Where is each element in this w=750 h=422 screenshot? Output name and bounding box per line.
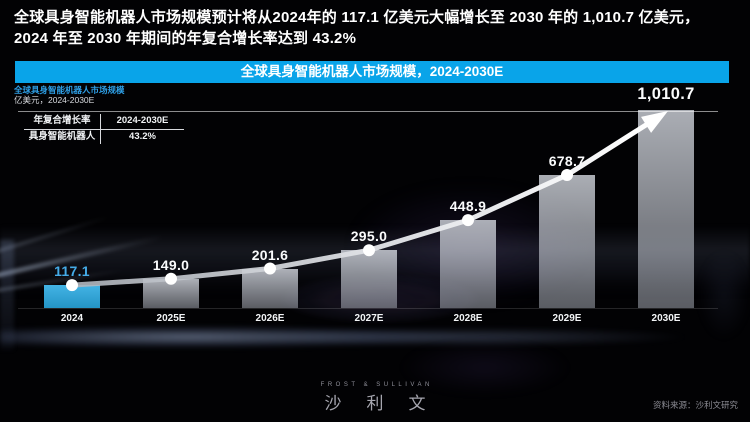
value-label-2028E: 448.9 <box>449 198 487 215</box>
x-axis-line <box>18 308 718 309</box>
axis-label-2024: 2024 <box>60 313 84 324</box>
headline-line1: 全球具身智能机器人市场规模预计将从2024年的 117.1 亿美元大幅增长至 2… <box>14 9 700 26</box>
headline-line2: 2024 年至 2030 年期间的年复合增长率达到 43.2% <box>14 30 357 47</box>
axis-label-2029E: 2029E <box>552 313 582 324</box>
source-note: 资料来源：沙利文研究 <box>652 400 738 410</box>
bar-2025E <box>143 278 199 308</box>
value-label-2029E: 678.7 <box>548 153 586 170</box>
cagr-table-header-row: 年复合增长率 2024-2030E <box>24 114 184 130</box>
bar-2028E <box>440 220 496 308</box>
bar-2024 <box>44 285 100 308</box>
shalivwen-logo: 沙利文 <box>324 394 451 413</box>
chart-banner-title: 全球具身智能机器人市场规模，2024-2030E <box>240 64 504 79</box>
bar-2030E <box>638 110 694 308</box>
cagr-table-data-row: 具身智能机器人 43.2% <box>24 129 184 144</box>
chart-top-border <box>18 111 718 112</box>
axis-label-2028E: 2028E <box>453 313 483 324</box>
axis-label-2030E: 2030E <box>651 313 681 324</box>
bar-2026E <box>242 268 298 308</box>
cagr-row-label: 具身智能机器人 <box>24 129 101 144</box>
value-label-2027E: 295.0 <box>350 228 388 245</box>
axis-label-2027E: 2027E <box>354 313 384 324</box>
frost-sullivan-logo-text: FROST & SULLIVAN <box>320 382 433 388</box>
cagr-table: 年复合增长率 2024-2030E 具身智能机器人 43.2% <box>24 114 184 144</box>
axis-label-2026E: 2026E <box>255 313 285 324</box>
bar-2029E <box>539 175 595 308</box>
value-label-2026E: 201.6 <box>251 246 289 263</box>
bar-2027E <box>341 250 397 308</box>
cagr-header-period: 2024-2030E <box>116 115 169 126</box>
cagr-row-value: 43.2% <box>129 130 156 142</box>
value-label-2030E: 1,010.7 <box>637 85 695 103</box>
axis-label-2025E: 2025E <box>156 313 186 324</box>
chart-banner: 全球具身智能机器人市场规模，2024-2030E <box>15 61 729 83</box>
chart-title: 全球具身智能机器人市场规模 <box>14 85 125 95</box>
cagr-header-label: 年复合增长率 <box>24 114 101 129</box>
chart-unit-label: 亿美元，2024-2030E <box>14 95 95 105</box>
headline: 全球具身智能机器人市场规模预计将从2024年的 117.1 亿美元大幅增长至 2… <box>14 7 738 49</box>
